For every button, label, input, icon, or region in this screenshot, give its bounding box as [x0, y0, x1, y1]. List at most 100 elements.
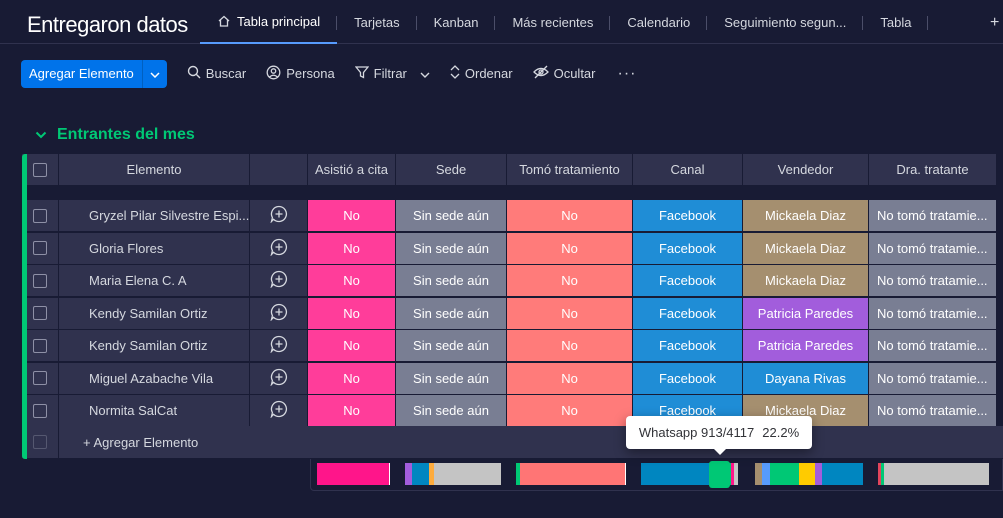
add-item-dropdown[interactable] — [143, 60, 167, 88]
status-dra[interactable]: No tomó tratamie... — [869, 265, 997, 297]
add-item-input[interactable]: + Agregar Elemento — [59, 426, 1003, 458]
status-vendedor[interactable]: Mickaela Diaz — [743, 232, 869, 265]
filter-button[interactable]: Filtrar — [354, 65, 430, 82]
status-tratamiento[interactable]: No — [507, 297, 633, 330]
status-dra[interactable]: No tomó tratamie... — [869, 232, 997, 265]
table-row[interactable]: Kendy Samilan Ortiz No Sin sede aún No Faceb… — [22, 297, 997, 330]
status-dra[interactable]: No tomó tratamie... — [869, 330, 997, 362]
add-update-button[interactable] — [250, 265, 308, 297]
column-header-cita[interactable]: Asistió a cita — [308, 154, 396, 186]
item-name[interactable]: Gloria Flores — [59, 232, 250, 265]
row-checkbox[interactable] — [22, 395, 59, 427]
board-title[interactable]: Entregaron datos — [27, 12, 188, 37]
row-checkbox[interactable] — [22, 330, 59, 362]
status-vendedor[interactable]: Dayana Rivas — [743, 362, 869, 395]
summary-dra[interactable] — [878, 463, 989, 485]
select-all-checkbox[interactable] — [22, 154, 59, 186]
hide-button[interactable]: Ocultar — [532, 65, 596, 82]
sort-button[interactable]: Ordenar — [450, 65, 513, 82]
item-name[interactable]: Kendy Samilan Ortiz — [59, 297, 250, 330]
row-checkbox[interactable] — [22, 265, 59, 297]
item-name[interactable]: Normita SalCat — [59, 395, 250, 427]
status-sede[interactable]: Sin sede aún — [396, 395, 507, 427]
column-header-dra[interactable]: Dra. tratante — [869, 154, 997, 186]
add-update-button[interactable] — [250, 297, 308, 330]
status-cita[interactable]: No — [308, 297, 396, 330]
add-row-checkbox[interactable] — [22, 426, 59, 458]
add-view-icon[interactable]: + — [990, 14, 1000, 31]
add-item-button[interactable]: Agregar Elemento — [21, 59, 143, 88]
status-canal[interactable]: Facebook — [633, 265, 743, 297]
item-name[interactable]: Kendy Samilan Ortiz — [59, 330, 250, 362]
tab-seguimiento[interactable]: Seguimiento segun... — [707, 0, 864, 44]
status-tratamiento[interactable]: No — [507, 395, 633, 427]
status-vendedor[interactable]: Mickaela Diaz — [743, 395, 869, 427]
more-options-icon[interactable]: ··· — [617, 64, 637, 82]
status-cita[interactable]: No — [308, 200, 396, 232]
status-canal[interactable]: Facebook — [633, 200, 743, 232]
add-update-button[interactable] — [250, 200, 308, 232]
tab-calendario[interactable]: Calendario — [610, 0, 708, 44]
tab-kanban[interactable]: Kanban — [417, 0, 496, 44]
status-dra[interactable]: No tomó tratamie... — [869, 200, 997, 232]
status-canal[interactable]: Facebook — [633, 232, 743, 265]
tab-tabla[interactable]: Tabla — [863, 0, 929, 44]
search-button[interactable]: Buscar — [187, 65, 246, 82]
status-vendedor[interactable]: Mickaela Diaz — [743, 265, 869, 297]
tab-mas-recientes[interactable]: Más recientes — [495, 0, 611, 44]
status-sede[interactable]: Sin sede aún — [396, 330, 507, 362]
summary-highlight-segment[interactable] — [709, 461, 730, 488]
row-checkbox[interactable] — [22, 362, 59, 395]
add-update-button[interactable] — [250, 362, 308, 395]
status-dra[interactable]: No tomó tratamie... — [869, 362, 997, 395]
column-header-vendedor[interactable]: Vendedor — [743, 154, 869, 186]
status-canal[interactable]: Facebook — [633, 297, 743, 330]
summary-sede[interactable] — [405, 463, 501, 485]
summary-tratamiento[interactable] — [516, 463, 626, 485]
table-row[interactable]: Normita SalCat No Sin sede aún No Facebook Mi… — [22, 395, 997, 427]
status-tratamiento[interactable]: No — [507, 200, 633, 232]
status-cita[interactable]: No — [308, 232, 396, 265]
table-row[interactable]: Kendy Samilan Ortiz No Sin sede aún No Faceb… — [22, 330, 997, 362]
summary-cita[interactable] — [317, 463, 390, 485]
column-header-sede[interactable]: Sede — [396, 154, 507, 186]
add-update-button[interactable] — [250, 232, 308, 265]
status-tratamiento[interactable]: No — [507, 330, 633, 362]
column-header-canal[interactable]: Canal — [633, 154, 743, 186]
status-tratamiento[interactable]: No — [507, 362, 633, 395]
status-cita[interactable]: No — [308, 395, 396, 427]
status-sede[interactable]: Sin sede aún — [396, 265, 507, 297]
tab-tabla-principal[interactable]: Tabla principal — [200, 0, 338, 44]
row-checkbox[interactable] — [22, 200, 59, 232]
status-tratamiento[interactable]: No — [507, 232, 633, 265]
chevron-down-icon[interactable] — [35, 126, 47, 144]
person-filter-button[interactable]: Persona — [266, 65, 335, 83]
status-sede[interactable]: Sin sede aún — [396, 232, 507, 265]
table-row[interactable]: Gryzel Pilar Silvestre Espi... No Sin sede… — [22, 200, 997, 232]
table-row[interactable]: Gloria Flores No Sin sede aún No Facebook Mic… — [22, 232, 997, 265]
add-update-button[interactable] — [250, 330, 308, 362]
status-dra[interactable]: No tomó tratamie... — [869, 297, 997, 330]
add-update-button[interactable] — [250, 395, 308, 427]
status-cita[interactable]: No — [308, 265, 396, 297]
status-vendedor[interactable]: Patricia Paredes — [743, 330, 869, 362]
row-checkbox[interactable] — [22, 232, 59, 265]
status-vendedor[interactable]: Patricia Paredes — [743, 297, 869, 330]
group-title[interactable]: Entrantes del mes — [57, 126, 195, 143]
status-sede[interactable]: Sin sede aún — [396, 200, 507, 232]
item-name[interactable]: Gryzel Pilar Silvestre Espi... — [59, 200, 250, 232]
status-canal[interactable]: Facebook — [633, 330, 743, 362]
status-cita[interactable]: No — [308, 330, 396, 362]
status-sede[interactable]: Sin sede aún — [396, 362, 507, 395]
status-vendedor[interactable]: Mickaela Diaz — [743, 200, 869, 232]
status-dra[interactable]: No tomó tratamie... — [869, 395, 997, 427]
item-name[interactable]: Maria Elena C. A — [59, 265, 250, 297]
status-sede[interactable]: Sin sede aún — [396, 297, 507, 330]
status-cita[interactable]: No — [308, 362, 396, 395]
tab-tarjetas[interactable]: Tarjetas — [337, 0, 417, 44]
column-header-tratamiento[interactable]: Tomó tratamiento — [507, 154, 633, 186]
table-row[interactable]: Maria Elena C. A No Sin sede aún No Facebook… — [22, 265, 997, 297]
status-canal[interactable]: Facebook — [633, 362, 743, 395]
summary-vendedor[interactable] — [755, 463, 863, 485]
table-row[interactable]: Miguel Azabache Vila No Sin sede aún No Face… — [22, 362, 997, 395]
